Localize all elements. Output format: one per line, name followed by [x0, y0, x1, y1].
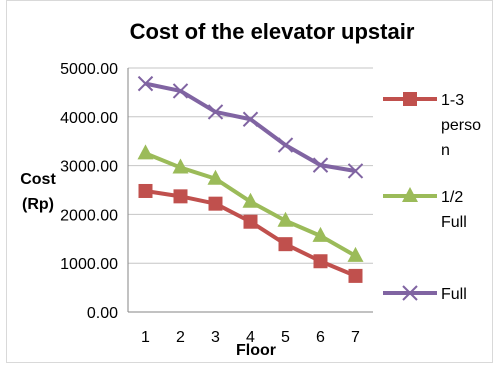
legend-entry: 1/2 Full	[383, 187, 467, 231]
x-tick-label: 7	[351, 329, 360, 346]
x-tick-label: 2	[176, 329, 185, 346]
data-point-square	[278, 237, 293, 252]
legend-label: 1/2	[441, 189, 463, 206]
x-axis-label: Floor	[236, 342, 276, 359]
x-tick-label: 6	[316, 329, 325, 346]
data-point-x	[312, 157, 329, 173]
series-x	[137, 75, 364, 179]
data-point-x	[137, 75, 154, 92]
legend: 1-3 perso n 1/2 Full Full	[383, 92, 481, 303]
data-point-square	[173, 189, 188, 204]
data-point-x	[402, 285, 418, 301]
y-tick-label: 0.00	[87, 305, 118, 322]
x-tick-label: 4	[246, 329, 255, 346]
legend-entry: 1-3 perso n	[383, 92, 481, 159]
data-point-triangle	[207, 169, 224, 185]
data-point-square	[348, 268, 363, 283]
y-tick-label: 2000.00	[60, 207, 118, 224]
data-point-triangle	[312, 226, 329, 242]
data-point-x	[172, 83, 189, 99]
data-point-square	[403, 92, 417, 106]
legend-label: n	[441, 142, 450, 159]
legend-label: Full	[441, 214, 467, 231]
y-tick-label: 5000.00	[60, 61, 118, 78]
data-point-x	[277, 137, 294, 153]
y-axis-label-line2: (Rp)	[22, 196, 54, 213]
chart-frame	[6, 0, 493, 363]
x-tick-label: 1	[141, 329, 150, 346]
data-point-square	[243, 214, 258, 229]
legend-label: perso	[441, 117, 481, 134]
y-tick-label: 3000.00	[60, 159, 118, 176]
series-triangle	[137, 144, 364, 262]
legend-label: 1-3	[441, 92, 464, 109]
x-axis-tick-labels: 1 2 3 4 5 6 7	[141, 329, 360, 346]
x-tick-label: 3	[211, 329, 220, 346]
y-axis-tick-labels: 0.00 1000.00 2000.00 3000.00 4000.00 5000.00	[60, 61, 118, 322]
legend-entry: Full	[383, 285, 467, 303]
series-square	[138, 183, 363, 283]
y-tick-label: 1000.00	[60, 256, 118, 273]
y-tick-label: 4000.00	[60, 110, 118, 127]
y-axis-label-line1: Cost	[20, 171, 56, 188]
chart-title: Cost of the elevator upstair	[130, 19, 415, 44]
gridlines	[127, 67, 373, 313]
data-point-triangle	[402, 187, 418, 202]
data-point-triangle	[347, 246, 364, 262]
data-point-triangle	[242, 192, 259, 208]
series-group	[137, 75, 364, 283]
data-point-triangle	[137, 144, 154, 160]
data-point-square	[138, 183, 153, 198]
data-point-x	[347, 163, 364, 179]
data-point-square	[208, 196, 223, 211]
data-point-x	[207, 104, 224, 120]
data-point-triangle	[277, 211, 294, 227]
x-tick-label: 5	[281, 329, 290, 346]
data-point-square	[313, 254, 328, 269]
data-point-x	[242, 111, 259, 127]
legend-label: Full	[441, 286, 467, 303]
data-point-triangle	[172, 158, 189, 174]
series-line	[145, 81, 356, 173]
